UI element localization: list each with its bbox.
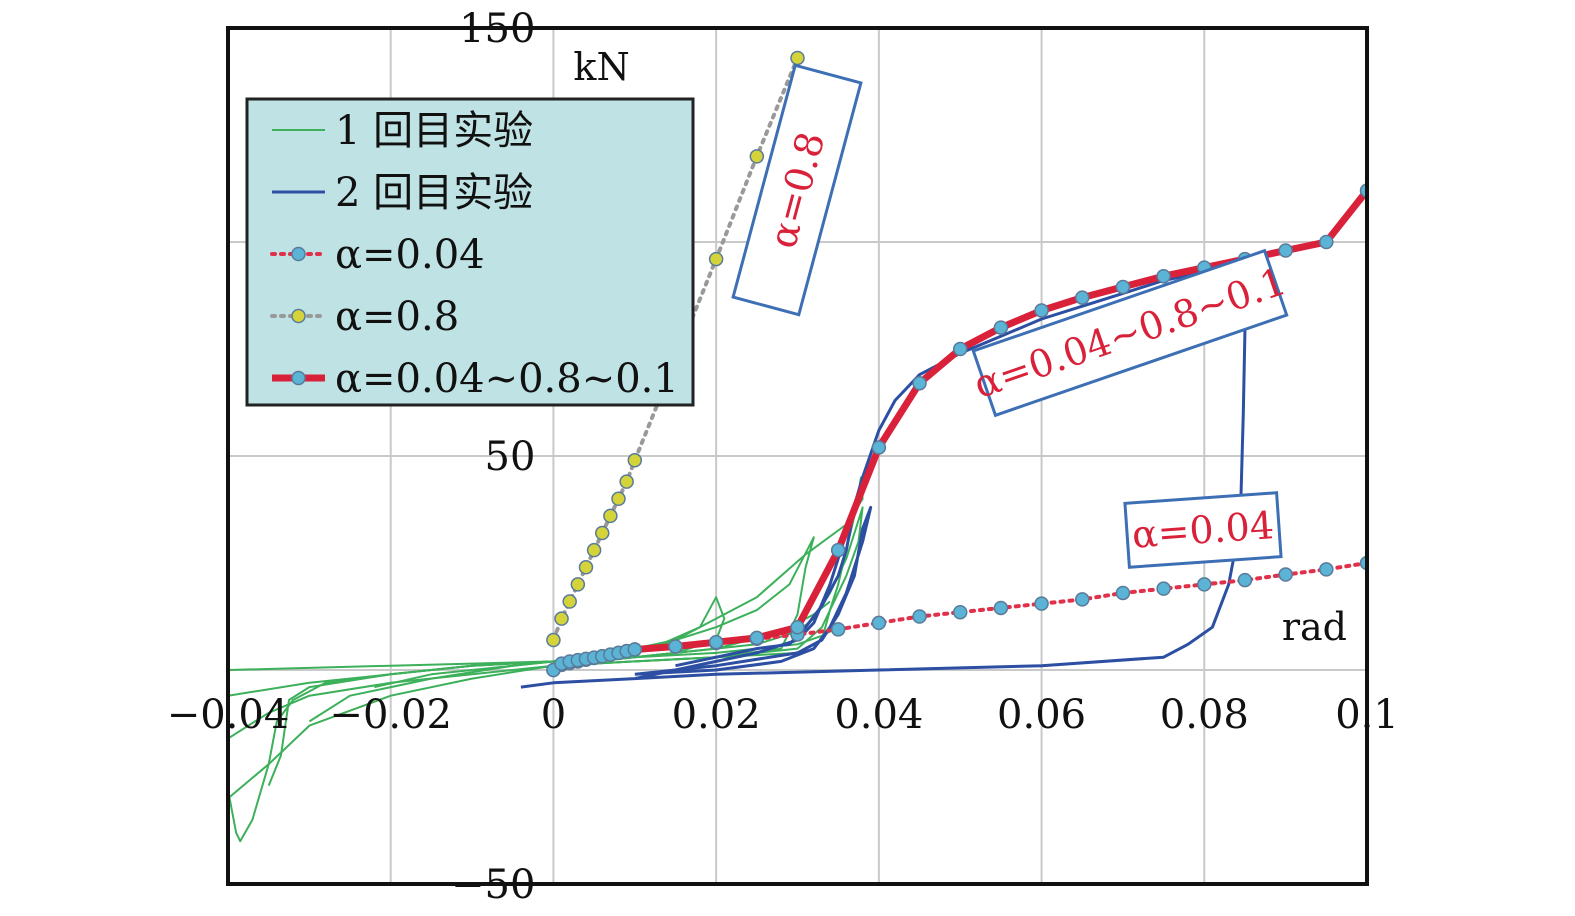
series-3-point (619, 474, 634, 489)
series-3-point (554, 611, 569, 626)
series-2-point (1075, 592, 1090, 607)
y-tick-label: 150 (459, 6, 535, 52)
x-tick-label: 0.08 (1160, 692, 1249, 738)
x-tick-label: −0.04 (167, 692, 290, 738)
series-2-point (993, 600, 1009, 616)
series-4-point (952, 341, 968, 357)
series-3-point (570, 577, 586, 592)
series-3-point (708, 251, 724, 267)
legend: 1 回目实验 2 回目实验 α=0.04 α=0.8 α=0.04~0.8~0.1 (245, 97, 695, 407)
annotation-0: α=0.8 (731, 63, 863, 317)
annotation-box (1123, 491, 1283, 569)
annotation-box (971, 248, 1289, 418)
series-2-point (912, 609, 927, 624)
series-4-point (790, 619, 805, 635)
series-3-point (749, 149, 765, 164)
series-2-point (1197, 577, 1212, 592)
x-tick-label: 0.1 (1335, 692, 1399, 738)
series-4-point (627, 642, 643, 657)
series-2-point (1156, 581, 1171, 596)
series-4-point (1278, 243, 1293, 258)
annotations: α=0.8α=0.04~0.8~0.1α=0.04 (731, 63, 1292, 569)
series-4-point (912, 375, 927, 391)
legend-marker-2 (291, 246, 306, 262)
x-tick-label: 0.02 (672, 692, 761, 738)
annotation-box (731, 63, 863, 317)
x-tick-label: −0.02 (329, 692, 452, 738)
y-tick-label: −50 (451, 862, 535, 908)
series-4-point (1319, 234, 1334, 250)
legend-label: 2 回目实验 (335, 170, 533, 216)
legend-marker-3 (291, 308, 306, 324)
series-2-point (952, 604, 968, 620)
series-2-point (871, 615, 887, 631)
legend-label: α=0.04~0.8~0.1 (335, 356, 679, 402)
series-4-point (749, 630, 765, 646)
series-3-point (594, 525, 610, 541)
series-4-point (871, 440, 887, 455)
markers-layer (546, 50, 1367, 678)
x-axis-unit: rad (1282, 605, 1347, 649)
series-2-point (1237, 572, 1253, 588)
series-3-point (603, 508, 618, 524)
legend-label: α=0.8 (335, 294, 459, 340)
series-4-point (708, 634, 724, 650)
legend-box (245, 97, 695, 407)
series-4-point (830, 542, 846, 558)
series-1-path-2 (675, 507, 856, 668)
series-4-point (1075, 290, 1090, 305)
series-3-point (562, 594, 577, 609)
series-2-point (1115, 585, 1131, 601)
series-2-point (1034, 596, 1049, 611)
series-3-point (790, 50, 805, 66)
y-tick-label: 50 (485, 434, 536, 480)
series-2-point (830, 622, 846, 637)
series-2-point (1319, 562, 1334, 577)
annotation-2: α=0.04 (1123, 491, 1283, 569)
series-3-point (586, 542, 602, 558)
x-tick-label: 0 (541, 692, 566, 738)
x-tick-label: 0.06 (997, 692, 1086, 738)
series-4-point (993, 320, 1009, 335)
axis-labels: −0.04 −0.02 0 0.02 0.04 0.06 0.08 0.1 150 50 −50 kN… (167, 6, 1399, 908)
series-1-path-1 (634, 505, 873, 676)
series-3-point (546, 632, 561, 648)
legend-label: α=0.04 (335, 232, 485, 278)
legend-label: 1 回目实验 (335, 108, 533, 154)
series-4-point (1156, 268, 1171, 284)
y-axis-unit: kN (573, 45, 629, 89)
series-3-point (578, 560, 594, 575)
series-4-point (668, 639, 683, 654)
x-tick-label: 0.04 (834, 692, 923, 738)
legend-marker-4 (291, 370, 306, 386)
series-0-path-0 (228, 506, 864, 800)
series-4-point (1115, 279, 1131, 295)
series-3-point (611, 491, 626, 507)
annotation-text: α=0.04 (1131, 503, 1276, 557)
series-4-point (1034, 303, 1049, 318)
series-3-point (627, 453, 643, 468)
plot-frame (226, 26, 1369, 886)
series-2-point (1278, 567, 1293, 582)
